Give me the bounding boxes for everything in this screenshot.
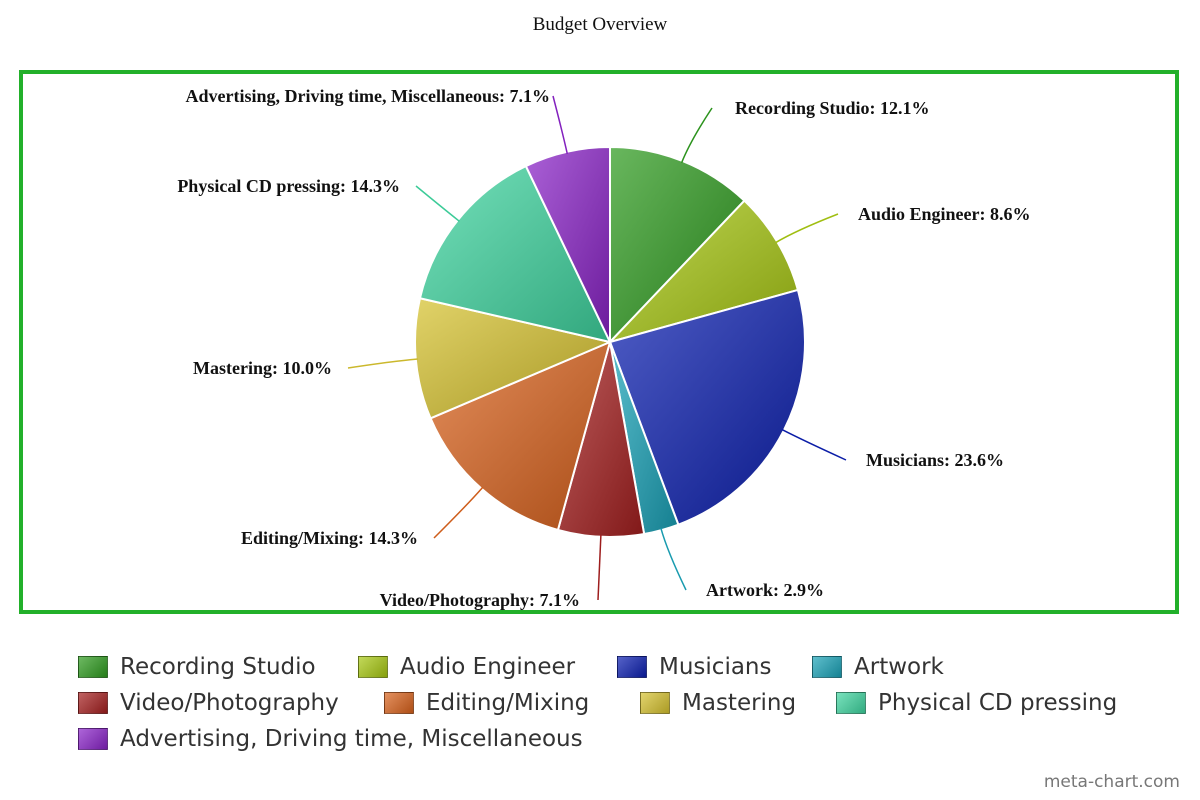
- legend-swatch: [617, 656, 647, 678]
- legend-item[interactable]: Recording Studio: [78, 654, 316, 680]
- legend-label: Video/Photography: [120, 690, 339, 716]
- legend-label: Editing/Mixing: [426, 690, 590, 716]
- legend-swatch: [384, 692, 414, 714]
- legend-item[interactable]: Mastering: [640, 690, 796, 716]
- chart-title: Budget Overview: [532, 14, 668, 35]
- legend-swatch: [836, 692, 866, 714]
- legend-label: Musicians: [659, 654, 772, 680]
- legend-item[interactable]: Artwork: [812, 654, 944, 680]
- legend-swatch: [358, 656, 388, 678]
- data-label: Recording Studio: 12.1%: [735, 98, 930, 118]
- legend-label: Mastering: [682, 690, 797, 716]
- legend-label: Audio Engineer: [400, 654, 576, 680]
- legend-swatch: [78, 692, 108, 714]
- data-label: Artwork: 2.9%: [706, 580, 824, 600]
- connector-line: [680, 107, 713, 164]
- legend-item[interactable]: Physical CD pressing: [836, 690, 1117, 716]
- data-label: Editing/Mixing: 14.3%: [241, 528, 418, 548]
- legend-item[interactable]: Musicians: [617, 654, 771, 680]
- legend-label: Recording Studio: [120, 654, 316, 680]
- legend-label: Artwork: [854, 654, 944, 680]
- connector-line: [597, 534, 602, 601]
- legend-swatch: [78, 728, 108, 750]
- legend-swatch: [812, 656, 842, 678]
- data-label: Mastering: 10.0%: [193, 358, 332, 378]
- connector-line: [781, 428, 847, 461]
- watermark: meta-chart.com: [1043, 772, 1180, 792]
- connector-line: [415, 185, 460, 222]
- connector-line: [433, 486, 484, 539]
- connector-line: [775, 213, 839, 244]
- data-label: Audio Engineer: 8.6%: [858, 204, 1031, 224]
- legend-item[interactable]: Editing/Mixing: [384, 690, 589, 716]
- data-label: Musicians: 23.6%: [866, 450, 1004, 470]
- connector-line: [552, 95, 569, 154]
- data-label: Advertising, Driving time, Miscellaneous…: [186, 86, 550, 106]
- legend-swatch: [640, 692, 670, 714]
- legend-label: Advertising, Driving time, Miscellaneous: [120, 726, 583, 752]
- data-label: Video/Photography: 7.1%: [380, 590, 580, 610]
- legend-label: Physical CD pressing: [878, 690, 1118, 716]
- legend-item[interactable]: Audio Engineer: [358, 654, 575, 680]
- data-label: Physical CD pressing: 14.3%: [177, 176, 400, 196]
- legend-swatch: [78, 656, 108, 678]
- plot-frame: [19, 70, 1179, 614]
- legend-item[interactable]: Video/Photography: [78, 690, 339, 716]
- connector-line: [347, 358, 418, 369]
- connector-line: [660, 527, 687, 591]
- legend-item[interactable]: Advertising, Driving time, Miscellaneous: [78, 726, 583, 752]
